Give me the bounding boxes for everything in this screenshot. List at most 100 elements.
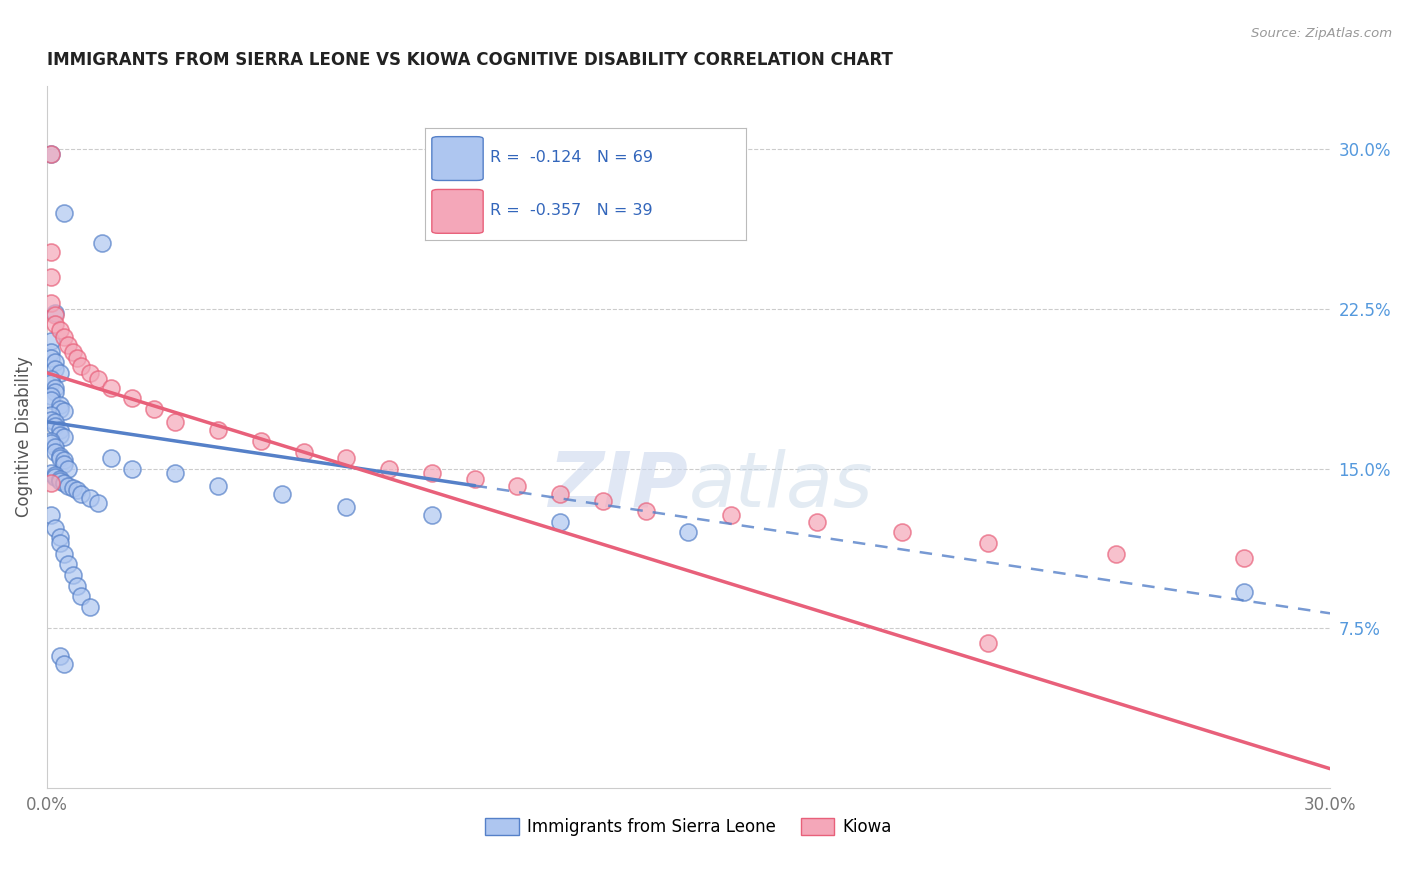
Point [39, 351, 62, 365]
Text: ZIP: ZIP [548, 449, 689, 523]
Point [39, 508, 62, 523]
Point [100, 450, 122, 465]
Point [48, 648, 70, 663]
Point [44, 521, 66, 535]
Point [249, 434, 271, 448]
Point [464, 472, 486, 486]
Point [548, 487, 571, 501]
Point [44, 361, 66, 376]
Point [678, 525, 700, 540]
Point [66, 483, 89, 497]
Point [39, 412, 62, 426]
Point [806, 515, 828, 529]
Point [39, 334, 62, 348]
Point [39, 389, 62, 403]
Point [1233, 585, 1256, 599]
Point [70, 487, 93, 501]
Point [62, 344, 84, 359]
Point [48, 536, 70, 550]
Point [53, 657, 76, 672]
Point [44, 317, 66, 331]
Point [44, 355, 66, 369]
Text: IMMIGRANTS FROM SIERRA LEONE VS KIOWA COGNITIVE DISABILITY CORRELATION CHART: IMMIGRANTS FROM SIERRA LEONE VS KIOWA CO… [46, 51, 893, 69]
Point [271, 487, 294, 501]
Point [87, 372, 110, 386]
Point [48, 366, 70, 380]
Point [977, 636, 1000, 650]
Point [292, 444, 315, 458]
Point [79, 491, 101, 506]
Point [44, 470, 66, 484]
Point [165, 415, 187, 429]
Point [58, 461, 80, 475]
Legend: Immigrants from Sierra Leone, Kiowa: Immigrants from Sierra Leone, Kiowa [478, 811, 898, 843]
Point [48, 423, 70, 437]
Point [44, 384, 66, 399]
Point [62, 481, 84, 495]
Point [44, 419, 66, 434]
Point [48, 450, 70, 465]
Point [548, 515, 571, 529]
Point [39, 146, 62, 161]
Point [48, 398, 70, 412]
Point [48, 323, 70, 337]
Y-axis label: Cognitive Disability: Cognitive Disability [15, 356, 32, 517]
Point [58, 558, 80, 572]
Point [48, 427, 70, 442]
Text: Source: ZipAtlas.com: Source: ZipAtlas.com [1251, 27, 1392, 40]
Point [44, 444, 66, 458]
Point [207, 478, 229, 492]
Point [53, 430, 76, 444]
Point [58, 478, 80, 492]
Point [121, 392, 143, 406]
Point [53, 404, 76, 418]
Point [44, 381, 66, 395]
Point [53, 206, 76, 220]
Point [165, 466, 187, 480]
Point [39, 270, 62, 285]
Point [506, 478, 529, 492]
Point [70, 359, 93, 374]
Point [48, 402, 70, 417]
Point [891, 525, 914, 540]
Point [44, 440, 66, 454]
Text: atlas: atlas [689, 449, 873, 523]
Point [53, 453, 76, 467]
Point [48, 449, 70, 463]
Point [53, 547, 76, 561]
Point [420, 508, 443, 523]
Point [420, 466, 443, 480]
Point [39, 436, 62, 450]
Point [39, 244, 62, 259]
Point [66, 579, 89, 593]
Point [121, 461, 143, 475]
Point [62, 568, 84, 582]
Point [39, 476, 62, 491]
Point [39, 372, 62, 386]
Point [39, 146, 62, 161]
Point [335, 450, 357, 465]
Point [39, 344, 62, 359]
Point [58, 338, 80, 352]
Point [39, 295, 62, 310]
Point [66, 351, 89, 365]
Point [48, 530, 70, 544]
Point [1233, 551, 1256, 566]
Point [91, 235, 114, 250]
Point [100, 381, 122, 395]
Point [634, 504, 657, 518]
Point [207, 423, 229, 437]
Point [44, 306, 66, 320]
Point [39, 434, 62, 448]
Point [87, 496, 110, 510]
Point [335, 500, 357, 514]
Point [44, 467, 66, 482]
Point [44, 309, 66, 323]
Point [39, 466, 62, 480]
Point [79, 366, 101, 380]
Point [592, 493, 614, 508]
Point [720, 508, 742, 523]
Point [48, 475, 70, 489]
Point [378, 461, 401, 475]
Point [39, 409, 62, 423]
